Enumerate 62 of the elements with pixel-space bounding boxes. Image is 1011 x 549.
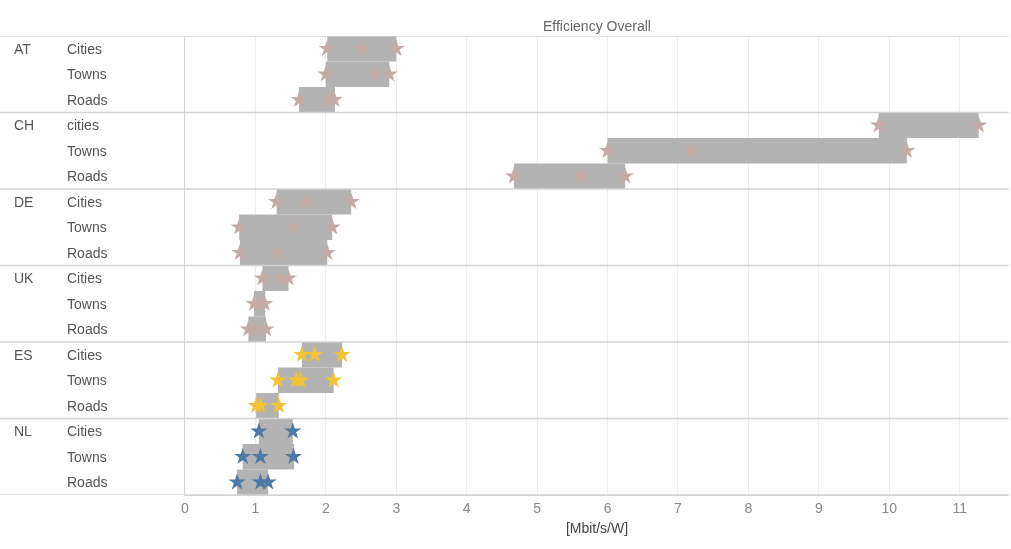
y-tick-label: Cities (67, 194, 103, 210)
point (318, 39, 336, 57)
point (231, 243, 249, 261)
y-tick-label: Roads (67, 168, 108, 184)
y-tick-label: Towns (67, 219, 107, 235)
y-tick-label: Cities (67, 347, 103, 363)
point (234, 447, 252, 465)
point (505, 167, 523, 184)
point (284, 422, 302, 439)
y-tick-label: Cities (67, 270, 103, 286)
x-tick-label: 1 (251, 499, 260, 516)
x-tick-label: 4 (462, 499, 471, 516)
point (230, 218, 248, 235)
y-tick-label: Roads (67, 321, 108, 337)
y-tick-label: Towns (67, 143, 107, 159)
point (324, 371, 343, 388)
x-tick-label: 0 (181, 499, 190, 516)
text: NL (14, 423, 33, 439)
chart-title: Efficiency Overall (543, 18, 651, 34)
point (228, 473, 246, 490)
y-tick-label: cities (67, 117, 99, 133)
x-tick-label: 6 (603, 499, 612, 516)
text: ES (14, 347, 33, 363)
point (318, 243, 336, 261)
y-tick-label: Towns (67, 66, 107, 82)
x-tick-label: 10 (881, 499, 898, 516)
y-tick-label: Towns (67, 372, 107, 388)
x-axis-title: [Mbit/s/W] (565, 520, 629, 537)
point (317, 65, 335, 82)
y-tick-label: Cities (67, 423, 103, 439)
text: CH (14, 117, 35, 133)
point (284, 447, 303, 465)
point (870, 116, 888, 133)
point (290, 90, 308, 108)
y-tick-label: Towns (67, 449, 107, 465)
x-tick-label: 5 (533, 499, 542, 516)
point (387, 39, 405, 57)
point (616, 167, 634, 184)
point (250, 422, 268, 439)
x-tick-label: 2 (321, 499, 330, 516)
x-tick-label: 3 (392, 499, 401, 516)
point (342, 192, 360, 210)
point (970, 116, 988, 133)
y-tick-label: Roads (67, 245, 108, 261)
point (253, 269, 272, 286)
point (267, 192, 286, 210)
x-tick-label: 7 (674, 499, 683, 516)
x-tick-label: 11 (952, 499, 968, 516)
y-tick-label: Cities (67, 41, 103, 57)
y-tick-label: Roads (67, 92, 108, 108)
x-tick-label: 8 (744, 499, 753, 516)
point (898, 141, 916, 159)
point (380, 65, 398, 82)
y-tick-label: Roads (67, 398, 108, 414)
x-tick-label: 9 (814, 499, 823, 516)
text: UK (14, 270, 35, 286)
y-tick-label: Towns (67, 296, 107, 312)
point (598, 141, 617, 159)
point (323, 218, 341, 235)
text: AT (14, 41, 32, 57)
y-tick-label: Roads (67, 474, 108, 490)
text: DE (14, 194, 34, 210)
